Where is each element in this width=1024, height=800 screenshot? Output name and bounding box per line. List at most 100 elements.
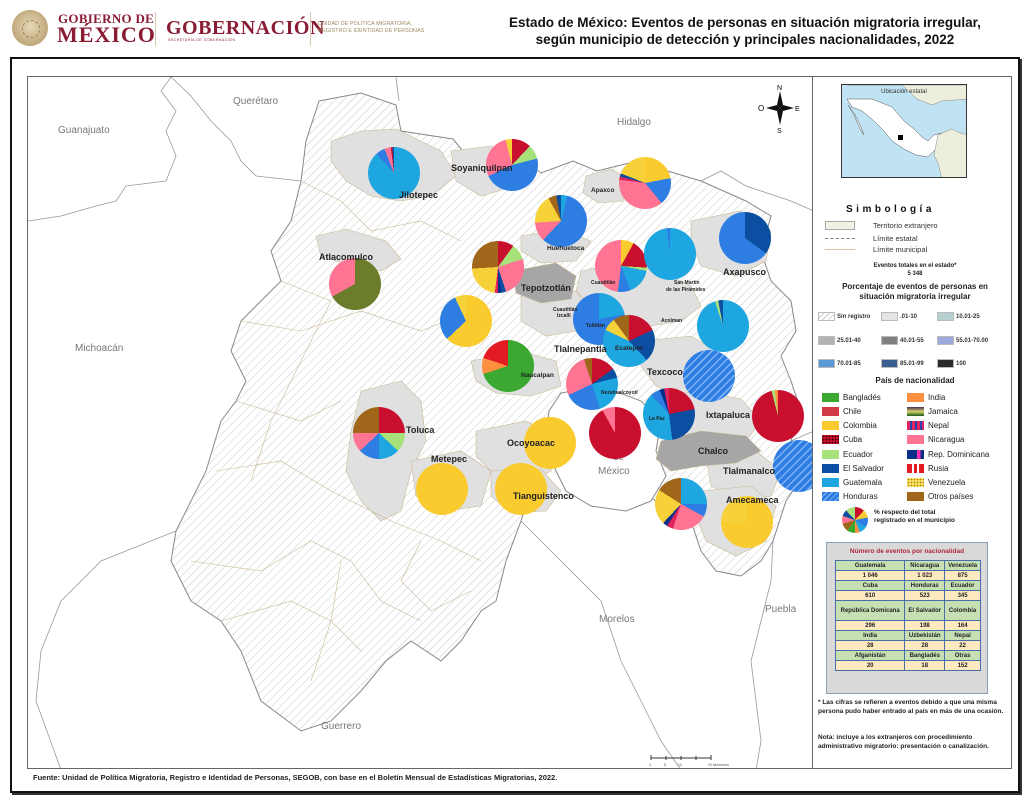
municipality-label: Chalco — [698, 446, 729, 456]
table-value-cell: 1 023 — [904, 570, 946, 581]
range-legend-item: 40.01-55 — [881, 336, 924, 345]
svg-text:10: 10 — [678, 763, 682, 767]
events-by-nationality-table: Número de eventos por nacionalidad Guate… — [826, 542, 988, 694]
range-label: 40.01-55 — [900, 338, 924, 345]
range-label: 10.01-25 — [956, 314, 980, 321]
municipality-label: Apaxco — [591, 187, 615, 194]
pie-chart-chalco — [655, 478, 707, 530]
municipality-label: La Paz — [649, 416, 665, 422]
pie-chart-soyaniquilpan — [486, 139, 538, 191]
nationality-swatch — [822, 450, 839, 460]
unit-name: Unidad de Política Migratoria, Registro … — [318, 21, 424, 35]
range-swatch — [818, 359, 835, 368]
table-title: Número de eventos por nacionalidad — [849, 548, 965, 555]
nationality-label: Rusia — [928, 464, 949, 473]
table-country-cell: Guatemala — [834, 560, 906, 571]
ministry-logo: GOBERNACIÓN — [166, 17, 325, 39]
table-value-cell: 875 — [944, 570, 981, 581]
pie-legend-line2: registrado en el municipio — [874, 517, 955, 524]
pie-chart-atlacomulco — [329, 258, 381, 310]
table-value-cell: 152 — [944, 660, 981, 671]
asterisk-note: * Las cifras se refieren a eventos debid… — [818, 699, 1004, 715]
municipios-dark — [512, 262, 762, 472]
table-value-cell: 1 046 — [834, 570, 906, 581]
nationality-swatch — [822, 492, 839, 502]
svg-text:20 kilómetros: 20 kilómetros — [708, 763, 729, 767]
municipality-label: Texcoco — [647, 367, 683, 377]
location-inset-map: Ubicación estatal — [841, 84, 967, 178]
nationality-swatch — [822, 393, 839, 403]
range-label: 100 — [956, 361, 967, 368]
header-divider — [155, 12, 156, 46]
svg-text:0: 0 — [649, 763, 651, 767]
compass-o: O — [758, 104, 764, 113]
nationality-label: Honduras — [843, 492, 878, 501]
pie-chart-cuautitl-n — [595, 240, 647, 292]
range-swatch — [937, 336, 954, 345]
title-line1: Estado de México: Eventos de personas en… — [509, 15, 981, 30]
table-country-cell: Otras — [944, 650, 981, 661]
table-header-row: República Domicana El Salvador Colombia — [834, 600, 981, 621]
nationality-swatch — [907, 450, 924, 460]
neighbor-state-label: Morelos — [599, 614, 635, 625]
table-value-cell: 28 — [834, 640, 906, 651]
municipality-label: Nezahualcóyotl — [601, 390, 638, 396]
table-country-cell: El Salvador — [904, 600, 946, 621]
outer-frame — [10, 57, 1020, 793]
gov-logo-line2: MÉXICO — [57, 22, 156, 47]
pie-chart-huehuetoca — [535, 195, 587, 247]
nationality-legend-item: Nicaragua — [907, 435, 965, 445]
page-title: Estado de México: Eventos de personas en… — [505, 14, 985, 48]
range-swatch — [818, 336, 835, 345]
municipality-label: Tlalmanalco — [723, 466, 776, 476]
pie-chart-texcoco — [683, 350, 735, 402]
state-limit-line — [825, 238, 855, 239]
pie-chart-ixtapaluca — [752, 390, 804, 442]
range-swatch — [881, 336, 898, 345]
range-legend-item: 25.01-40 — [818, 336, 861, 345]
table-country-cell: República Domicana — [834, 600, 906, 621]
pie-chart-tlalnepantla — [566, 358, 618, 410]
nationality-legend-item: Otros países — [907, 492, 973, 502]
nationality-label: Nicaragua — [928, 435, 965, 444]
nationality-swatch — [907, 435, 924, 445]
table-country-cell: Uzbekistán — [904, 630, 946, 641]
national-seal-icon — [12, 10, 48, 46]
range-label: 25.01-40 — [837, 338, 861, 345]
nationality-legend-item: Chile — [822, 407, 861, 417]
municipality-label: Cuautitlán — [591, 280, 616, 286]
nationality-label: Rep. Dominicana — [928, 450, 990, 459]
table-country-cell: Nicaragua — [904, 560, 946, 571]
municipality-label: San Martín — [674, 280, 700, 286]
table-value-cell: 20 — [834, 660, 906, 671]
municipality-label: Acolman — [661, 318, 683, 324]
foreign-territory-label: Territorio extranjero — [873, 221, 938, 230]
range-swatch — [937, 312, 954, 321]
municipality-label: Atlacomulco — [319, 252, 374, 262]
compass-rose-icon: N S O E — [758, 85, 800, 133]
municipality-label: Cuautitlán — [553, 307, 578, 313]
nationality-legend-item: El Salvador — [822, 464, 884, 474]
nationality-label: Jamaica — [928, 407, 958, 416]
nationality-legend-item: Jamaica — [907, 407, 958, 417]
range-swatch — [937, 359, 954, 368]
range-legend-item: 85.01-99 — [881, 359, 924, 368]
nationality-label: India — [928, 393, 946, 402]
municipality-label: Huehuetoca — [547, 245, 585, 252]
table-value-cell: 296 — [834, 620, 906, 631]
state-limit-label: Límite estatal — [873, 234, 918, 243]
nationality-label: Bangladés — [843, 393, 881, 402]
table-value-cell: 22 — [944, 640, 981, 651]
table-header-row: Afganistán Bangladés Otras — [834, 650, 981, 661]
pct-title-line2: situación migratoria irregular — [859, 292, 971, 301]
scale-bar: 0 5 10 20 kilómetros — [649, 752, 759, 768]
pie-chart-amecameca — [721, 496, 773, 548]
municipality-label: Ocoyoacac — [507, 438, 556, 448]
municipal-limit-label: Límite municipal — [873, 245, 928, 254]
nationality-legend-item: Ecuador — [822, 450, 873, 460]
table-country-cell: Nepal — [944, 630, 981, 641]
municipality-label: Ixtapaluca — [706, 410, 751, 420]
percentage-legend-title: Porcentaje de eventos de personas en sit… — [818, 282, 1012, 302]
table-header-row: Guatemala Nicaragua Venezuela — [834, 560, 981, 571]
nationality-swatch — [822, 435, 839, 445]
